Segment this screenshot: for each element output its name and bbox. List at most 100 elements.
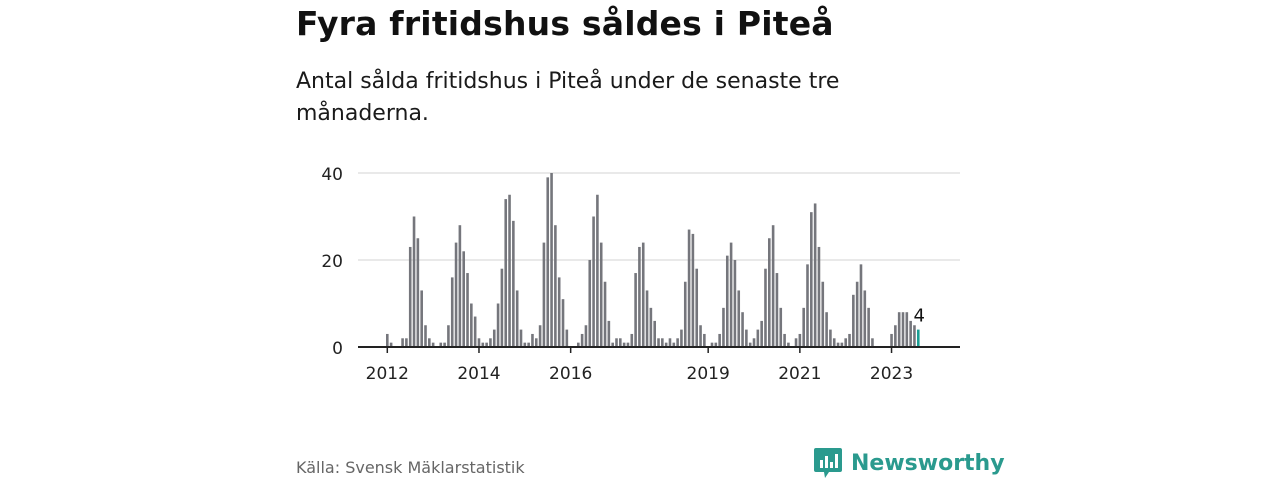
bar bbox=[527, 342, 530, 347]
bar bbox=[389, 342, 393, 347]
bar bbox=[905, 312, 909, 347]
bar bbox=[699, 325, 702, 347]
bar bbox=[829, 329, 832, 347]
bar bbox=[695, 268, 699, 347]
bar bbox=[531, 333, 534, 347]
bar bbox=[764, 268, 767, 347]
chart-subtitle: Antal sålda fritidshus i Piteå under de … bbox=[296, 69, 840, 126]
bar bbox=[783, 333, 786, 347]
bar bbox=[454, 242, 458, 347]
bar bbox=[496, 303, 500, 347]
bar bbox=[645, 290, 649, 347]
y-tick-label: 40 bbox=[321, 165, 343, 185]
bar bbox=[607, 320, 611, 347]
x-tick-label: 2019 bbox=[687, 364, 730, 384]
bar bbox=[649, 307, 653, 347]
axes: 0 20 40 4 2012 2014 2016 2019 2021 2023 bbox=[321, 165, 960, 384]
bar bbox=[443, 342, 446, 347]
bar bbox=[489, 338, 492, 347]
bar-chart: 0 20 40 4 2012 2014 2016 2019 2021 2023 bbox=[321, 165, 960, 384]
bar bbox=[768, 238, 771, 347]
bar bbox=[894, 325, 897, 347]
bar bbox=[592, 216, 595, 347]
x-tick-label: 2016 bbox=[549, 364, 592, 384]
bar bbox=[832, 338, 836, 347]
bar bbox=[771, 225, 775, 347]
bar bbox=[470, 303, 473, 347]
bar bbox=[588, 260, 592, 347]
bar bbox=[485, 342, 488, 347]
bar bbox=[481, 342, 485, 347]
bar bbox=[546, 177, 550, 347]
bar bbox=[450, 277, 454, 347]
bar bbox=[416, 238, 420, 347]
bar bbox=[672, 342, 676, 347]
bar bbox=[840, 342, 844, 347]
bar bbox=[779, 307, 783, 347]
bar bbox=[538, 325, 542, 347]
bar bbox=[554, 225, 557, 347]
bar bbox=[508, 194, 511, 347]
bar bbox=[848, 333, 851, 347]
bar bbox=[477, 338, 481, 347]
bar bbox=[431, 342, 435, 347]
bar bbox=[401, 338, 404, 347]
bar bbox=[565, 329, 569, 347]
brand-name: Newsworthy bbox=[851, 450, 1005, 476]
bar bbox=[412, 216, 416, 347]
bar bbox=[683, 281, 687, 347]
bar bbox=[897, 312, 901, 347]
bar bbox=[844, 338, 847, 347]
bar bbox=[813, 203, 817, 347]
x-tick-label: 2023 bbox=[870, 364, 913, 384]
chart-title: Fyra fritidshus såldes i Piteå bbox=[296, 4, 834, 43]
bar bbox=[890, 333, 893, 347]
bar bbox=[722, 307, 725, 347]
bar bbox=[473, 316, 477, 347]
bar bbox=[500, 268, 504, 347]
bars bbox=[386, 173, 920, 347]
bar bbox=[386, 333, 389, 347]
y-tick-label: 0 bbox=[332, 339, 343, 359]
bar bbox=[622, 342, 626, 347]
bar bbox=[599, 242, 603, 347]
bar bbox=[802, 307, 805, 347]
bar bbox=[626, 342, 630, 347]
bar bbox=[745, 329, 748, 347]
bar bbox=[584, 325, 588, 347]
bar bbox=[680, 329, 683, 347]
bar-highlight bbox=[916, 329, 920, 347]
bar bbox=[787, 342, 790, 347]
x-tick-label: 2021 bbox=[778, 364, 821, 384]
bar bbox=[615, 338, 618, 347]
bar bbox=[523, 342, 527, 347]
bar bbox=[611, 342, 614, 347]
bar bbox=[653, 320, 656, 347]
bar bbox=[825, 312, 828, 347]
bar bbox=[424, 325, 427, 347]
bar bbox=[748, 342, 752, 347]
bar bbox=[729, 242, 733, 347]
source-note: Källa: Svensk Mäklarstatistik bbox=[296, 458, 525, 477]
bar bbox=[817, 246, 821, 347]
bar bbox=[852, 294, 855, 347]
bar bbox=[462, 251, 465, 347]
bar bbox=[657, 338, 660, 347]
bar bbox=[596, 194, 599, 347]
bar bbox=[466, 273, 469, 347]
bar bbox=[821, 281, 825, 347]
bar bbox=[638, 246, 641, 347]
bar bbox=[580, 333, 584, 347]
bar bbox=[504, 199, 508, 347]
bar bbox=[710, 342, 714, 347]
bar bbox=[733, 260, 737, 347]
bar bbox=[737, 290, 741, 347]
bar bbox=[676, 338, 679, 347]
bar bbox=[492, 329, 496, 347]
bar bbox=[641, 242, 645, 347]
bar bbox=[756, 329, 760, 347]
bar bbox=[420, 290, 423, 347]
bar bbox=[714, 342, 718, 347]
bar bbox=[668, 338, 672, 347]
bar bbox=[725, 255, 729, 347]
